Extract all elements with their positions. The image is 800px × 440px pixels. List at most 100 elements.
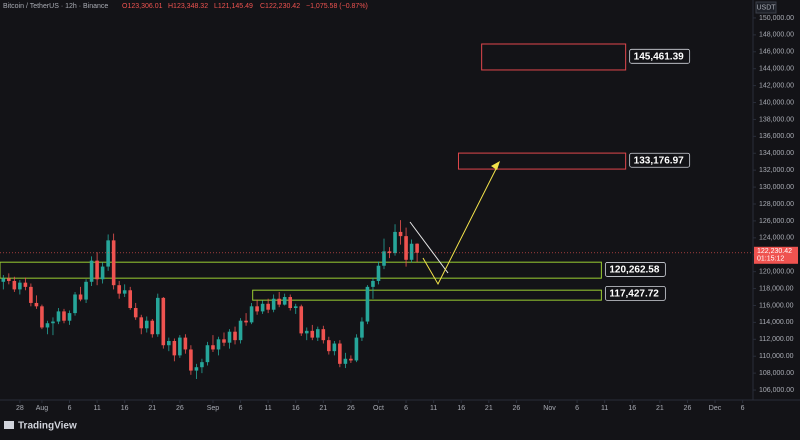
x-tick-label: 21 bbox=[656, 405, 664, 412]
zone-label: 117,427.72 bbox=[609, 289, 659, 300]
zone bbox=[481, 43, 627, 71]
y-tick-label: 140,000.00 bbox=[759, 99, 794, 106]
x-tick-label: Dec bbox=[709, 405, 722, 412]
candle-body bbox=[172, 340, 177, 356]
zone-label-box bbox=[604, 286, 666, 301]
candle-body bbox=[84, 281, 88, 300]
zone-label-box bbox=[629, 152, 691, 168]
y-tick-label: 148,000.00 bbox=[759, 32, 794, 39]
candle-body bbox=[111, 240, 116, 286]
candle-body bbox=[117, 285, 121, 294]
candle-body bbox=[227, 331, 232, 343]
y-tick-label: 146,000.00 bbox=[759, 49, 794, 56]
x-tick-label: 16 bbox=[628, 405, 636, 412]
candle-body bbox=[315, 329, 320, 338]
y-tick-label: 126,000.00 bbox=[759, 218, 794, 225]
y-tick-label: 118,000.00 bbox=[759, 285, 794, 292]
x-tick-label: 6 bbox=[575, 405, 579, 412]
candle-body bbox=[194, 367, 199, 371]
x-tick-label: 11 bbox=[264, 405, 271, 412]
candle-body bbox=[404, 236, 408, 260]
candle-body bbox=[106, 240, 110, 267]
candle-body bbox=[183, 337, 188, 350]
x-tick-label: 21 bbox=[148, 405, 156, 412]
chart-title: Bitcoin / TetherUS · 12h · Binance bbox=[3, 3, 108, 10]
zone bbox=[252, 289, 602, 301]
x-tick-label: 16 bbox=[121, 405, 129, 412]
y-tick-label: 138,000.00 bbox=[759, 116, 794, 123]
candle-body bbox=[161, 297, 166, 346]
candle-body bbox=[200, 362, 204, 368]
candle-body bbox=[51, 321, 55, 324]
candle-body bbox=[321, 329, 326, 341]
plot-area: 145,461.39 133,176.97 120,262.58 117,427.72 bbox=[0, 43, 752, 380]
projection-path bbox=[422, 164, 499, 286]
candle-body bbox=[398, 231, 403, 237]
candle-body bbox=[133, 308, 138, 318]
ohlc-label: O123,306.01 bbox=[122, 3, 163, 10]
x-tick-label: 11 bbox=[93, 405, 100, 412]
y-tick-label: 128,000.00 bbox=[759, 201, 794, 208]
zone-label-box bbox=[629, 48, 691, 64]
countdown: 01:15:12 bbox=[757, 256, 784, 263]
candle-body bbox=[238, 320, 243, 341]
y-tick-label: 108,000.00 bbox=[759, 370, 794, 377]
x-tick-label: 26 bbox=[176, 405, 184, 412]
zone-label: 120,262.58 bbox=[609, 265, 659, 276]
candle-body bbox=[277, 298, 281, 305]
zone-label-box bbox=[604, 262, 666, 277]
candle-body bbox=[139, 317, 144, 329]
candle-body bbox=[144, 320, 149, 329]
x-tick-label: 6 bbox=[239, 405, 243, 412]
candle-body bbox=[211, 345, 215, 350]
candle-body bbox=[304, 330, 309, 334]
candle-body bbox=[178, 337, 182, 356]
logo: TradingView bbox=[4, 421, 77, 432]
last-price-label: 122,230.42 bbox=[757, 248, 792, 255]
x-tick-label: 6 bbox=[68, 405, 72, 412]
candle-body bbox=[343, 358, 348, 364]
candle-body bbox=[349, 358, 353, 361]
candle-body bbox=[371, 280, 375, 287]
candle-body bbox=[23, 282, 28, 287]
y-tick-label: 142,000.00 bbox=[759, 82, 794, 89]
candle-body bbox=[393, 231, 397, 254]
y-tick-label: 120,000.00 bbox=[759, 268, 794, 275]
y-tick-label: 116,000.00 bbox=[759, 302, 794, 309]
candle-body bbox=[40, 306, 44, 328]
candle-body bbox=[205, 345, 210, 363]
y-tick-label: 110,000.00 bbox=[759, 353, 794, 360]
candle-body bbox=[67, 313, 72, 321]
price-change: −1,075.58 (−0.87%) bbox=[306, 3, 368, 10]
candle-body bbox=[382, 251, 386, 266]
y-tick-label: 144,000.00 bbox=[759, 66, 794, 73]
candle-body bbox=[288, 297, 293, 309]
candle-body bbox=[45, 323, 50, 328]
candle-body bbox=[1, 278, 6, 282]
candle-body bbox=[338, 343, 342, 364]
arrow-head bbox=[491, 161, 500, 170]
candle-body bbox=[62, 311, 66, 321]
x-tick-label: Oct bbox=[373, 405, 384, 412]
x-tick-label: Sep bbox=[207, 405, 220, 412]
y-tick-label: 136,000.00 bbox=[759, 133, 794, 140]
brand: TradingView bbox=[18, 421, 77, 432]
y-tick-label: 124,000.00 bbox=[759, 235, 794, 242]
ohlc-label: H123,348.32 bbox=[168, 3, 208, 10]
candle-body bbox=[12, 280, 17, 290]
candle-body bbox=[249, 306, 254, 323]
currency: USDT bbox=[756, 4, 776, 11]
y-tick-label: 130,000.00 bbox=[759, 184, 794, 191]
x-tick-label: 6 bbox=[741, 405, 745, 412]
candle-body bbox=[387, 251, 392, 254]
candle-body bbox=[299, 306, 304, 334]
candle-body bbox=[266, 303, 270, 310]
logo-icon bbox=[4, 421, 14, 429]
y-tick-label: 114,000.00 bbox=[759, 319, 794, 326]
candle-body bbox=[376, 265, 381, 281]
ohlc-label: L121,145.49 bbox=[214, 3, 253, 10]
y-tick-label: 150,000.00 bbox=[759, 15, 794, 22]
candle-body bbox=[327, 340, 331, 352]
